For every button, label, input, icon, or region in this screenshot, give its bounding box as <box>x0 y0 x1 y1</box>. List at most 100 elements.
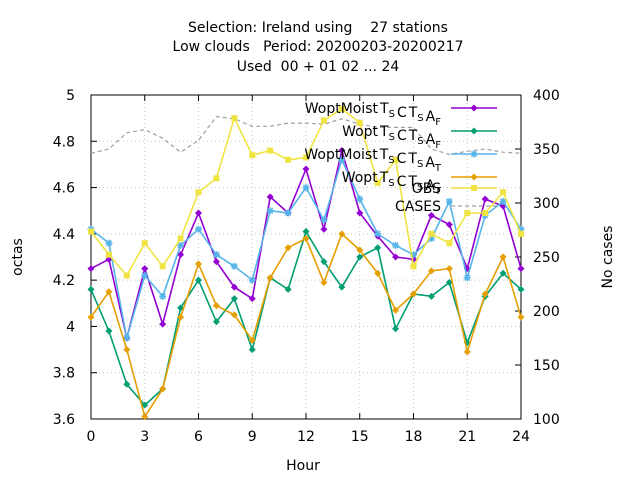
legend-label-subscript: F <box>435 140 441 151</box>
legend-label-main: Wopt <box>342 124 378 140</box>
y-tick-label: 3.8 <box>53 366 75 382</box>
data-point <box>213 175 220 182</box>
legend-label: OBS <box>412 181 441 197</box>
data-point <box>87 265 95 273</box>
data-point <box>338 147 346 155</box>
data-point <box>105 239 113 247</box>
data-point <box>248 336 256 344</box>
legend-label-main: WoptMoist <box>304 147 378 163</box>
data-point <box>499 269 507 277</box>
data-point <box>284 244 292 252</box>
legend-label: WoptMoist TS C TS AT <box>304 147 441 174</box>
legend-label: WoptMoist TS C TS AF <box>305 101 441 128</box>
legend-label-letter: T <box>379 101 389 117</box>
legend-label-subscript: S <box>389 109 395 120</box>
x-tick-label: 6 <box>194 429 203 445</box>
x-axis-label: Hour <box>286 458 320 474</box>
y-tick-label: 4 <box>66 319 75 335</box>
title-line-2: Low clouds Period: 20200203-20200217 <box>173 39 464 55</box>
x-tick-label: 24 <box>512 429 530 445</box>
y2-tick-label: 250 <box>533 250 560 266</box>
legend-label-letter: C <box>397 151 407 167</box>
legend-swatch-marker <box>471 185 477 191</box>
legend-swatch-marker <box>470 150 478 158</box>
data-point <box>212 318 220 326</box>
legend-label-letter: A <box>426 109 436 125</box>
data-point <box>463 348 471 356</box>
data-point <box>500 189 507 196</box>
data-point <box>87 313 95 321</box>
title-line-1: Selection: Ireland using 27 stations <box>188 20 448 36</box>
data-point <box>230 262 238 270</box>
data-point <box>356 246 364 254</box>
legend-label-letter: T <box>379 147 389 163</box>
x-tick-label: 12 <box>297 429 315 445</box>
data-point <box>177 241 185 249</box>
data-point <box>445 197 453 205</box>
data-point <box>481 195 489 203</box>
y2-tick-label: 400 <box>533 88 560 104</box>
series-line <box>90 115 522 156</box>
y-axis-label: octas <box>10 238 26 276</box>
legend-label: CASES <box>395 199 441 215</box>
data-point <box>159 385 167 393</box>
legend-label-main: WoptMoist <box>305 101 379 117</box>
series-4 <box>88 105 524 279</box>
data-point <box>482 210 489 217</box>
y-tick-label: 5 <box>66 88 75 104</box>
data-point <box>159 292 167 300</box>
y2-tick-label: 200 <box>533 304 560 320</box>
data-point <box>463 274 471 282</box>
data-point <box>105 327 113 335</box>
legend-label-subscript: S <box>417 136 423 147</box>
legend-label: Wopt TS C TS AF <box>342 124 441 151</box>
data-point <box>338 230 346 238</box>
data-point <box>284 285 292 293</box>
x-tick-label: 3 <box>140 429 149 445</box>
data-point <box>320 278 328 286</box>
y2-tick-label: 100 <box>533 412 560 428</box>
series-3 <box>87 230 525 421</box>
data-point <box>248 295 256 303</box>
data-point <box>427 211 435 219</box>
data-point <box>392 156 399 163</box>
data-point <box>374 179 381 186</box>
x-tick-label: 9 <box>248 429 257 445</box>
data-point <box>517 313 525 321</box>
data-point <box>320 117 327 124</box>
x-tick-label: 15 <box>351 429 369 445</box>
data-point <box>356 119 363 126</box>
x-tick-label: 21 <box>458 429 476 445</box>
legend-label-subscript: S <box>389 132 395 143</box>
data-point <box>88 228 94 235</box>
data-point <box>517 285 525 293</box>
y-tick-label: 4.8 <box>53 134 75 150</box>
legend-label-subscript: F <box>435 117 441 128</box>
data-point <box>517 265 525 273</box>
legend-label-subscript: S <box>388 155 394 166</box>
y2-tick-label: 300 <box>533 196 560 212</box>
legend-label-letter: A <box>425 178 435 194</box>
series-group <box>87 105 525 421</box>
series-line <box>90 232 522 419</box>
legend-label-subscript: T <box>434 163 442 174</box>
y2-axis-label: No cases <box>600 226 616 289</box>
data-point <box>410 263 417 270</box>
legend-label-subscript: S <box>417 159 423 170</box>
data-point <box>105 288 113 296</box>
data-point <box>248 276 256 284</box>
legend-label-letter: C <box>397 174 407 190</box>
data-point <box>195 225 202 233</box>
legend-label-letter: A <box>426 132 436 148</box>
legend-swatch-marker <box>470 173 478 181</box>
data-point <box>195 260 202 268</box>
data-point <box>446 240 453 247</box>
y2-tick-label: 150 <box>533 358 560 374</box>
data-point <box>374 230 382 238</box>
data-point <box>302 165 310 173</box>
data-point <box>249 152 256 159</box>
legend-label-letter: C <box>397 105 407 121</box>
data-point <box>141 265 149 273</box>
data-point <box>410 290 417 298</box>
